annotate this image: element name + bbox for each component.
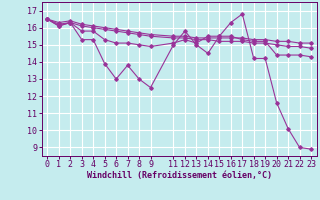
X-axis label: Windchill (Refroidissement éolien,°C): Windchill (Refroidissement éolien,°C) (87, 171, 272, 180)
